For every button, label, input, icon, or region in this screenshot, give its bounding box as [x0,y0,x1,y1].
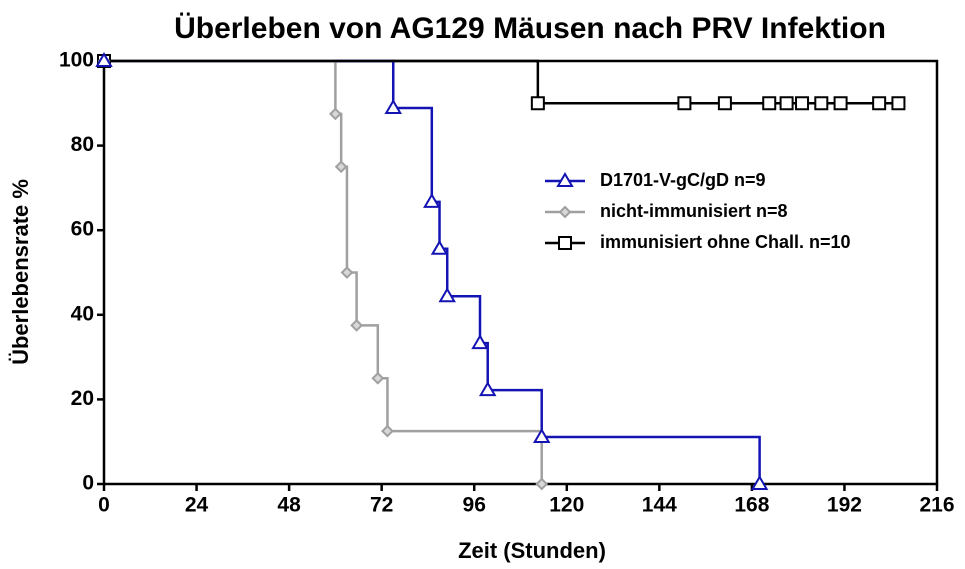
legend-marker [558,236,572,250]
marker [471,334,489,350]
marker [430,239,449,255]
marker [340,266,354,279]
marker [423,192,441,208]
marker [750,475,769,490]
x-tick-label: 192 [827,494,862,517]
survival-line [104,59,543,484]
x-tick-label: 48 [277,494,301,517]
survival-line [104,59,899,105]
marker [677,96,692,111]
plot-frame [102,59,939,486]
legend-label: D1701-V-gC/gD n=9 [600,170,766,190]
marker [438,287,456,303]
marker [535,477,549,491]
x-tick-label: 216 [919,494,954,517]
y-tick-label: 100 [59,49,94,72]
y-tick-label: 60 [71,218,94,241]
y-tick-label: 80 [71,133,94,156]
marker [532,428,551,444]
x-tick-label: 120 [549,494,584,517]
y-tick-label: 0 [82,472,94,495]
marker [95,52,113,67]
marker [371,371,385,385]
x-tick-label: 144 [642,494,677,517]
marker [795,96,810,111]
marker [779,96,794,111]
marker [872,96,887,111]
legend-marker [558,205,572,219]
x-axis-label: Zeit (Stunden) [458,538,606,563]
chart-title: Überleben von AG129 Mäusen nach PRV Infe… [174,12,886,45]
marker [891,96,906,111]
marker [833,96,848,111]
x-tick-label: 168 [734,494,769,517]
legend-marker [556,172,574,187]
y-tick-label: 20 [71,387,94,410]
marker [762,96,777,111]
y-tick-label: 40 [71,302,94,325]
marker [814,96,829,111]
x-tick-label: 72 [370,494,393,517]
marker [381,424,394,438]
marker [530,96,545,111]
y-axis-label: Überlebensrate % [8,179,33,365]
marker [334,160,348,174]
legend-label: nicht-immunisiert n=8 [600,201,788,221]
marker [384,98,402,114]
x-tick-label: 0 [98,494,110,517]
survival-line [104,59,761,484]
marker [717,96,732,111]
marker [328,107,342,121]
marker [350,318,364,332]
marker [478,381,497,397]
legend-label: immunisiert ohne Chall. n=10 [600,232,851,252]
x-tick-label: 96 [463,494,486,517]
x-tick-label: 24 [185,494,209,517]
